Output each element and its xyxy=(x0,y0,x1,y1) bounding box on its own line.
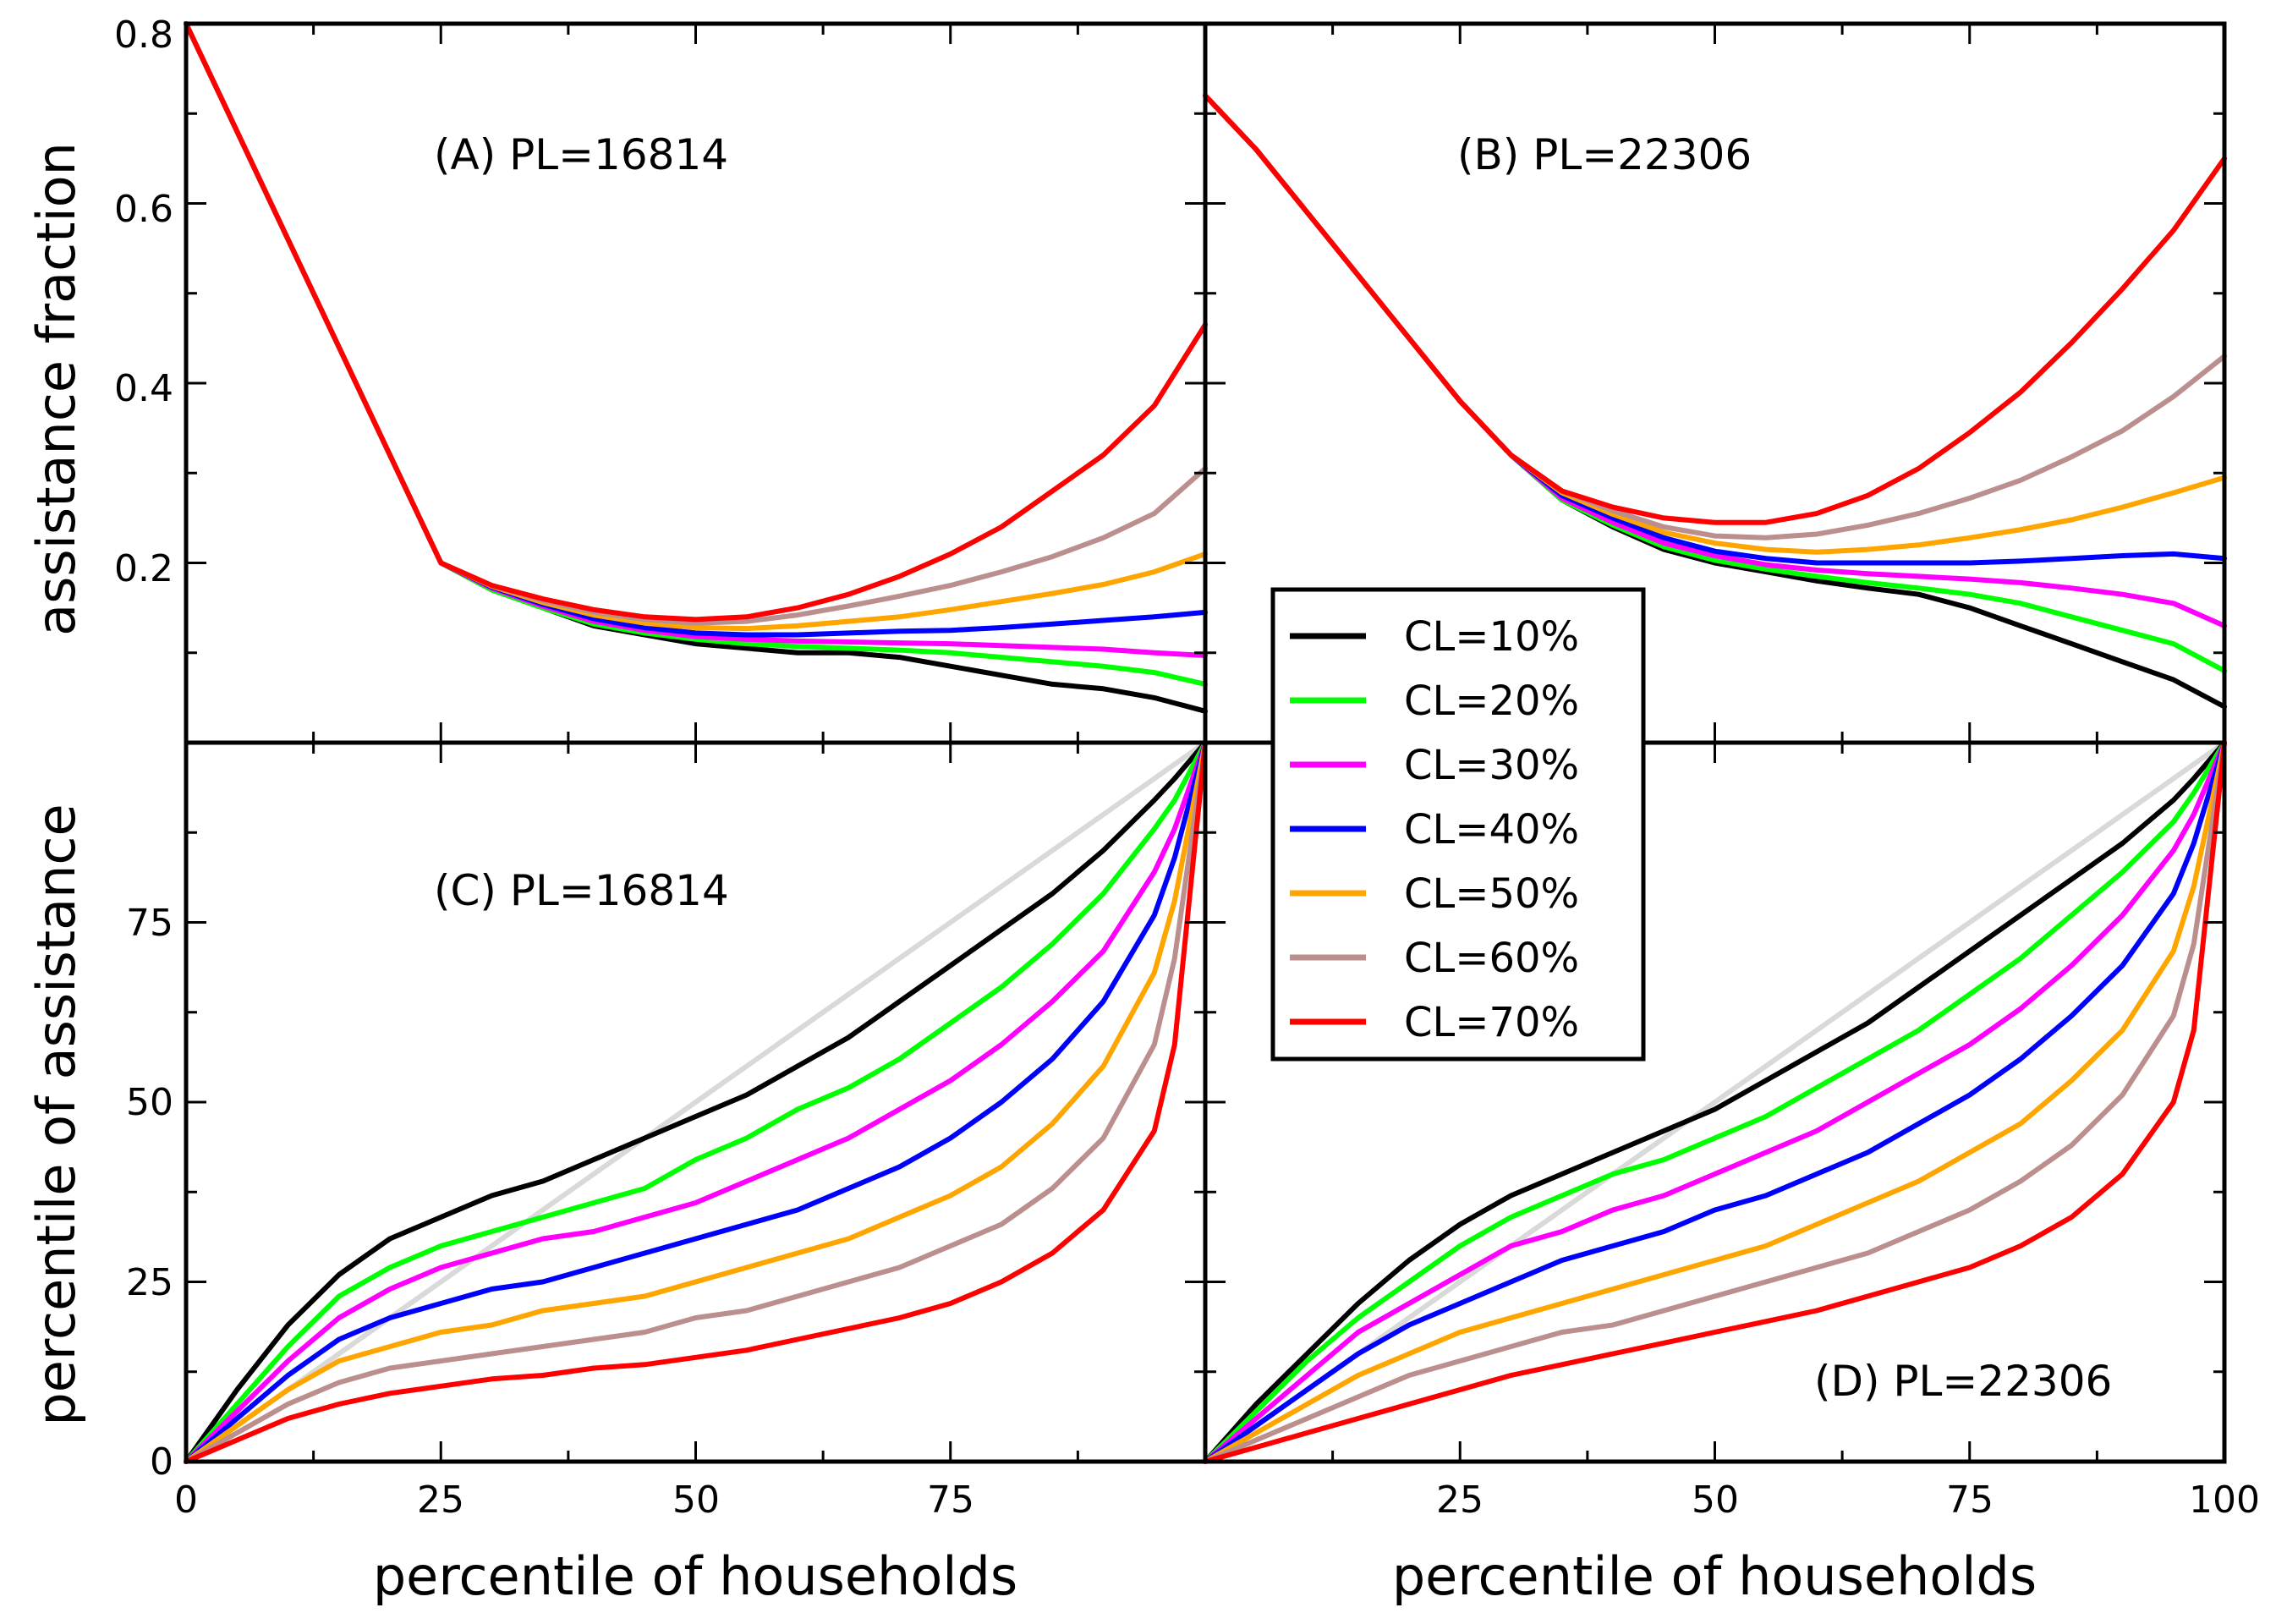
panel-d-series-cl-30- xyxy=(1203,740,2227,1464)
legend-label: CL=10% xyxy=(1404,613,1579,661)
y-axis-title-top: assistance fraction xyxy=(25,142,87,636)
legend-label: CL=40% xyxy=(1404,806,1579,853)
panel-c-lines xyxy=(184,740,1208,1464)
x-tick-label: 25 xyxy=(1436,1479,1484,1522)
x-axis-title-right: percentile of households xyxy=(1392,1545,2037,1607)
y-tick-label: 0 xyxy=(150,1440,173,1484)
x-tick-label: 75 xyxy=(1946,1479,1994,1522)
y-tick-label: 25 xyxy=(126,1261,173,1304)
panel-c-series-cl-10- xyxy=(184,740,1208,1464)
panel-d-series-cl-70- xyxy=(1203,740,2227,1464)
x-tick-label: 50 xyxy=(672,1479,720,1522)
panel-c-series-cl-40- xyxy=(184,740,1208,1464)
y-tick-label: 0.6 xyxy=(114,188,173,231)
panel-b-series-cl-70- xyxy=(1203,93,2227,525)
legend-label: CL=70% xyxy=(1404,999,1579,1046)
panel-label-c: (C) PL=16814 xyxy=(434,866,729,915)
panel-c-series-cl-20- xyxy=(184,740,1208,1464)
y-tick-label: 50 xyxy=(126,1081,173,1124)
x-tick-label: 25 xyxy=(417,1479,464,1522)
panel-c-series-cl-30- xyxy=(184,740,1208,1464)
y-tick-label: 0.8 xyxy=(114,14,173,57)
legend-label: CL=50% xyxy=(1404,870,1579,918)
panel-label-b: (B) PL=22306 xyxy=(1457,130,1752,179)
y-tick-label: 0.2 xyxy=(114,547,173,590)
x-tick-label: 50 xyxy=(1692,1479,1739,1522)
panel-d-series-cl-10- xyxy=(1203,740,2227,1464)
x-axis-title-left: percentile of households xyxy=(373,1545,1017,1607)
panel-d-series-cl-20- xyxy=(1203,740,2227,1464)
y-tick-labels: 0.2 0.4 0.6 0.8 0 25 50 75 xyxy=(114,14,173,1484)
panel-d-series-cl-50- xyxy=(1203,740,2227,1464)
panel-label-a: (A) PL=16814 xyxy=(434,130,728,179)
legend-items: CL=10% CL=20% CL=30% CL=40% CL=50% CL=60% CL=7… xyxy=(1290,613,1579,1046)
x-tick-label: 0 xyxy=(174,1479,198,1522)
panel-d-series-cl-40- xyxy=(1203,740,2227,1464)
panel-c-series-cl-70- xyxy=(184,740,1208,1464)
legend-label: CL=60% xyxy=(1404,935,1579,982)
panel-c-series-cl-60- xyxy=(184,740,1208,1464)
panel-b-lines xyxy=(1203,93,2227,710)
panel-a-lines xyxy=(184,21,1208,714)
panel-a-series-cl-70- xyxy=(184,21,1208,623)
y-tick-label: 0.4 xyxy=(114,367,173,410)
panel-c-series-cl-50- xyxy=(184,740,1208,1464)
panel-d-lines xyxy=(1203,740,2227,1464)
panel-c-series-diagonal xyxy=(184,740,1208,1464)
panel-label-d: (D) PL=22306 xyxy=(1814,1357,2112,1406)
y-tick-label: 75 xyxy=(126,902,173,945)
legend-label: CL=20% xyxy=(1404,678,1579,725)
panel-d-series-diagonal xyxy=(1203,740,2227,1464)
y-axis-title-bottom: percentile of assistance xyxy=(25,804,87,1425)
legend: CL=10% CL=20% CL=30% CL=40% CL=50% CL=60% CL=7… xyxy=(1270,587,1646,1062)
legend-box xyxy=(1270,587,1646,1062)
x-tick-label: 75 xyxy=(927,1479,974,1522)
x-tick-labels: 0 25 50 75 25 50 75 100 xyxy=(174,1479,2260,1522)
panel-d-series-cl-60- xyxy=(1203,740,2227,1464)
x-tick-label: 100 xyxy=(2189,1479,2260,1522)
legend-label: CL=30% xyxy=(1404,742,1579,789)
